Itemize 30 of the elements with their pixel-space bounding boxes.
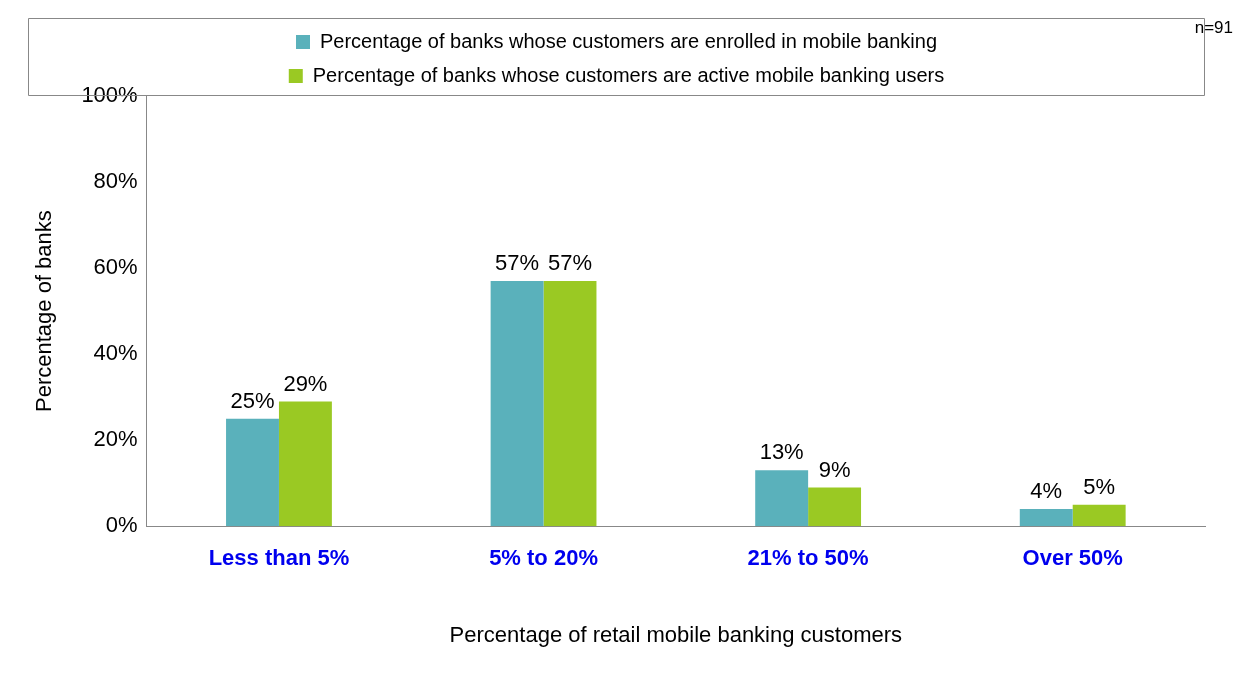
x-tick-label: Less than 5% xyxy=(208,545,350,571)
bar xyxy=(278,401,332,527)
data-label: 5% xyxy=(1083,473,1116,499)
data-label: 13% xyxy=(759,439,804,465)
text: n=91 xyxy=(1194,18,1233,38)
data-label: 25% xyxy=(230,387,275,413)
y-tick-label: 40% xyxy=(93,340,138,366)
data-label: 29% xyxy=(283,370,328,396)
x-tick-label: Over 50% xyxy=(1022,545,1123,571)
y-tick-label: 60% xyxy=(93,254,138,280)
x-tick-label: 5% to 20% xyxy=(489,545,598,571)
bar xyxy=(808,487,862,527)
data-label: 57% xyxy=(547,250,593,276)
bar xyxy=(1072,504,1126,527)
x-tick-label: 21% to 50% xyxy=(747,545,869,571)
y-tick-label: 80% xyxy=(93,168,138,194)
legend-label: Percentage of banks whose customers are active mobile banking users xyxy=(312,63,945,86)
data-label: 9% xyxy=(818,456,851,482)
legend-label: Percentage of banks whose customers are enrolled in mobile banking xyxy=(319,29,938,52)
bar xyxy=(490,280,544,527)
bar xyxy=(226,418,279,527)
data-label: 4% xyxy=(1030,478,1063,504)
bar xyxy=(543,280,597,527)
data-label: 57% xyxy=(495,250,540,276)
x-axis-title: Percentage of retail mobile banking customers xyxy=(449,621,903,647)
y-tick-label: 0% xyxy=(105,512,138,538)
bar xyxy=(1019,508,1073,527)
y-axis-title: Percentage of banks xyxy=(31,210,57,413)
bar xyxy=(755,470,809,527)
y-tick-label: 20% xyxy=(93,426,138,452)
